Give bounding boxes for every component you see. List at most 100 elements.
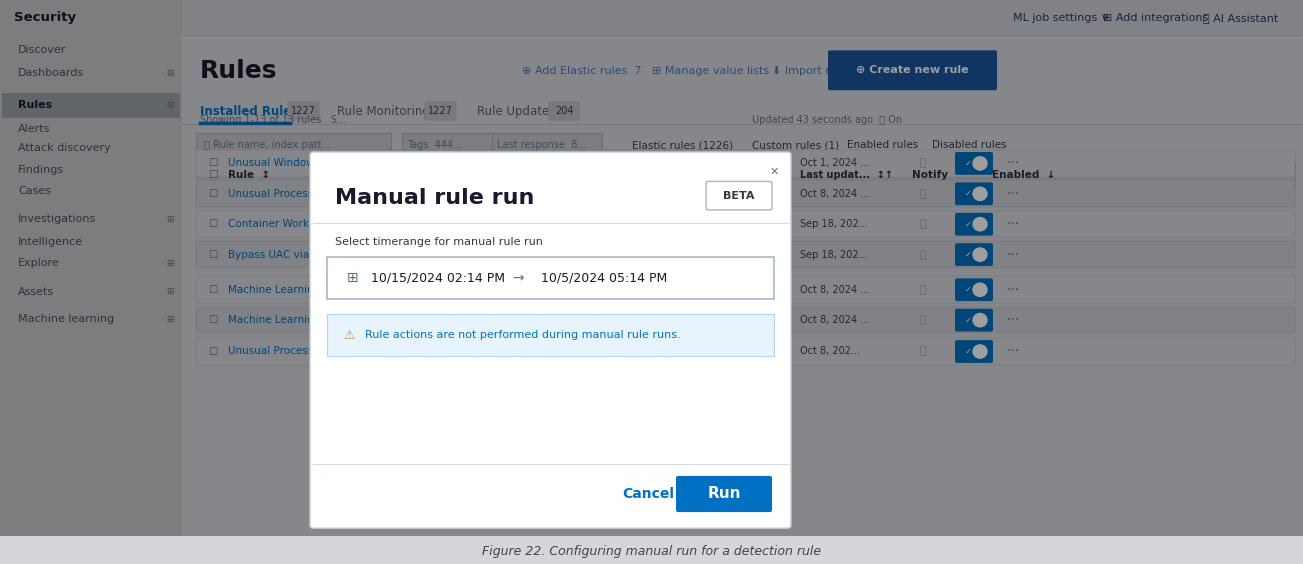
Text: ···: ··· <box>1007 248 1020 262</box>
FancyBboxPatch shape <box>955 182 993 205</box>
Text: Installed Rules: Installed Rules <box>199 105 298 118</box>
Text: Manual rule run: Manual rule run <box>335 188 534 208</box>
Text: Custom rules (1): Custom rules (1) <box>752 140 839 151</box>
FancyBboxPatch shape <box>676 476 771 512</box>
FancyBboxPatch shape <box>195 150 1295 177</box>
FancyBboxPatch shape <box>955 213 993 236</box>
Text: Cancel: Cancel <box>622 487 674 501</box>
Text: ⊞ Manage value lists: ⊞ Manage value lists <box>652 66 769 76</box>
Circle shape <box>973 345 986 358</box>
Circle shape <box>973 187 986 200</box>
Text: ● W...: ● W... <box>730 189 760 199</box>
Text: ✓: ✓ <box>966 285 972 294</box>
Text: 🤖 AI Assistant: 🤖 AI Assistant <box>1203 12 1278 23</box>
Text: Container Workload...: Container Workload... <box>228 219 341 229</box>
FancyBboxPatch shape <box>955 340 993 363</box>
FancyBboxPatch shape <box>3 93 180 118</box>
FancyBboxPatch shape <box>195 180 1295 207</box>
Text: Attack discovery: Attack discovery <box>18 143 111 153</box>
Text: Bypass UAC via Ev...: Bypass UAC via Ev... <box>228 250 335 259</box>
Text: ● War...: ● War... <box>730 219 769 229</box>
Text: ● Suc...: ● Suc... <box>730 158 769 169</box>
Text: Select timerange for manual rule run: Select timerange for manual rule run <box>335 237 543 247</box>
Text: Oct 8, 2024 ...: Oct 8, 2024 ... <box>800 285 869 295</box>
FancyBboxPatch shape <box>549 102 580 121</box>
Text: Enabled rules: Enabled rules <box>847 140 919 151</box>
Text: Rules: Rules <box>199 59 278 83</box>
Circle shape <box>973 283 986 297</box>
Text: ● Low: ● Low <box>507 315 538 325</box>
Text: ● Suc...: ● Suc... <box>730 285 769 295</box>
Text: ···: ··· <box>1007 156 1020 170</box>
Text: 🔗 7: 🔗 7 <box>459 316 473 325</box>
Text: Rule actions are not performed during manual rule runs.: Rule actions are not performed during ma… <box>365 331 680 340</box>
Text: 🔍 Rule name, index patt...: 🔍 Rule name, index patt... <box>205 140 331 151</box>
Text: ☐: ☐ <box>208 315 218 325</box>
Text: 🔔: 🔔 <box>920 315 926 325</box>
Text: 🔔: 🔔 <box>920 219 926 229</box>
Text: ● High: ● High <box>507 285 541 295</box>
FancyBboxPatch shape <box>366 280 450 299</box>
Text: Assets: Assets <box>18 287 55 297</box>
Text: 73: 73 <box>482 285 494 295</box>
Text: ⊞: ⊞ <box>347 271 358 285</box>
Text: ☐: ☐ <box>208 158 218 169</box>
Text: Updated 43 seconds ago  🔔 On: Updated 43 seconds ago 🔔 On <box>752 114 902 125</box>
Circle shape <box>973 218 986 231</box>
Text: ⊞: ⊞ <box>167 287 175 296</box>
Text: ✓: ✓ <box>966 347 972 356</box>
FancyBboxPatch shape <box>195 276 1295 303</box>
FancyBboxPatch shape <box>955 152 993 175</box>
Text: ● Suc...: ● Suc... <box>730 250 769 259</box>
Text: ⬇ Import rules: ⬇ Import rules <box>771 66 852 76</box>
Text: ✓: ✓ <box>966 316 972 325</box>
Text: 10/15/2024 02:14 PM: 10/15/2024 02:14 PM <box>371 272 506 285</box>
Text: resp...  ↕: resp... ↕ <box>722 170 773 180</box>
Text: Figure 22. Configuring manual run for a detection rule: Figure 22. Configuring manual run for a … <box>482 545 821 558</box>
Text: 🔔: 🔔 <box>920 189 926 199</box>
Text: Showing 1-13 of 13 rules   S...: Showing 1-13 of 13 rules S... <box>199 114 345 125</box>
Text: Oct 8, 2024 ...: Oct 8, 2024 ... <box>800 189 869 199</box>
FancyBboxPatch shape <box>310 152 791 528</box>
FancyBboxPatch shape <box>955 243 993 266</box>
FancyBboxPatch shape <box>288 102 319 121</box>
Text: Rule Updates: Rule Updates <box>477 105 555 118</box>
Text: ⚠: ⚠ <box>343 329 354 342</box>
Text: ☐: ☐ <box>208 219 218 229</box>
Text: Unusual Process Sp...: Unusual Process Sp... <box>228 189 340 199</box>
Text: ☐: ☐ <box>208 189 218 199</box>
Text: ⊞: ⊞ <box>167 69 175 78</box>
FancyBboxPatch shape <box>195 338 1295 365</box>
FancyBboxPatch shape <box>706 182 771 210</box>
Text: 204: 204 <box>555 106 573 116</box>
Text: 🔔: 🔔 <box>920 285 926 295</box>
Text: Cases: Cases <box>18 186 51 196</box>
Text: 1227: 1227 <box>429 106 453 116</box>
Text: ☐: ☐ <box>208 170 218 180</box>
Text: Alerts: Alerts <box>18 124 51 134</box>
Text: ···: ··· <box>1007 187 1020 201</box>
Text: 🔔: 🔔 <box>920 250 926 259</box>
Text: Rules: Rules <box>18 100 52 111</box>
Text: ⊞ Add integrations: ⊞ Add integrations <box>1104 12 1208 23</box>
Text: ⟳ 2/3 integrations: ⟳ 2/3 integrations <box>370 285 446 294</box>
FancyBboxPatch shape <box>0 0 182 536</box>
Text: ···: ··· <box>1007 313 1020 327</box>
Text: ···: ··· <box>1007 217 1020 231</box>
FancyBboxPatch shape <box>493 133 602 158</box>
Text: Oct 1, 2024 ...: Oct 1, 2024 ... <box>800 158 869 169</box>
Text: ···: ··· <box>1007 283 1020 297</box>
Text: ⚠: ⚠ <box>717 189 724 199</box>
Text: ⊕ Add Elastic rules  7: ⊕ Add Elastic rules 7 <box>523 66 641 76</box>
Text: ⊞: ⊞ <box>167 315 175 324</box>
Text: Machine Learning Detected a S...: Machine Learning Detected a S... <box>228 285 401 295</box>
Text: Unusual Windows S...: Unusual Windows S... <box>228 158 340 169</box>
FancyBboxPatch shape <box>327 257 774 299</box>
Text: 🔔: 🔔 <box>920 346 926 356</box>
Circle shape <box>973 248 986 261</box>
FancyBboxPatch shape <box>0 0 1303 536</box>
FancyBboxPatch shape <box>195 162 1295 187</box>
Circle shape <box>973 314 986 327</box>
Text: ✓: ✓ <box>966 250 972 259</box>
Text: 5 minutes ...: 5 minutes ... <box>552 315 614 325</box>
